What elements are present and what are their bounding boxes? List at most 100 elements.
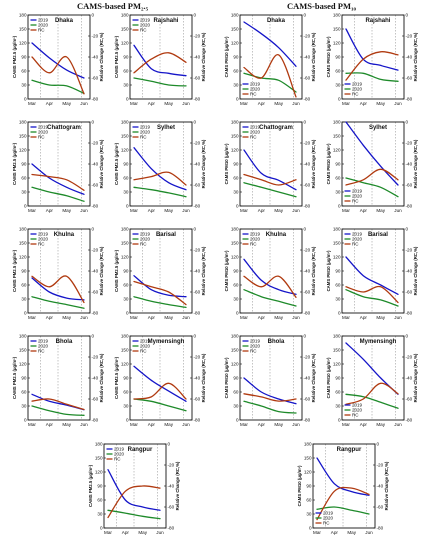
y2-axis-label: Relative Change (RC,%) — [311, 353, 316, 402]
right-tick-label: 0 — [194, 227, 197, 232]
right-tick-label: -80 — [406, 311, 413, 316]
series-line-2020 — [31, 79, 85, 95]
right-tick-label: -20 — [304, 355, 311, 360]
right-tick-label: 0 — [304, 120, 307, 125]
left-tick-label: 60 — [21, 283, 27, 288]
right-tick-label: -20 — [92, 141, 99, 146]
right-tick-label: -80 — [92, 204, 99, 209]
right-tick-label: -80 — [92, 311, 99, 316]
y2-axis-label: Relative Change (RC,%) — [201, 139, 206, 188]
left-tick-label: 60 — [21, 176, 27, 181]
right-tick-label: -80 — [168, 526, 175, 531]
legend-label-2019: 2019 — [250, 232, 261, 237]
left-tick-label: 0 — [100, 526, 103, 531]
left-tick-label: 60 — [123, 176, 129, 181]
x-tick-label: Jun — [292, 208, 300, 213]
right-tick-label: -80 — [406, 204, 413, 209]
left-tick-label: 90 — [335, 162, 341, 167]
y-axis-label: CAMS PM2.5 (μg/m³) — [114, 356, 119, 399]
left-tick-label: 30 — [335, 83, 341, 88]
legend-label-2020: 2020 — [250, 130, 261, 135]
series-line-2020 — [31, 186, 85, 202]
x-tick-label: May — [376, 208, 385, 213]
right-tick-label: -20 — [304, 141, 311, 146]
right-tick-label: 0 — [304, 13, 307, 18]
right-tick-label: 0 — [406, 13, 409, 18]
y2-axis-label: Relative Change (RC,%) — [413, 139, 418, 188]
x-tick-label: May — [138, 530, 147, 535]
legend-label-rc: RC — [140, 242, 147, 247]
series-line-2019 — [133, 275, 187, 298]
legend-label-2019: 2019 — [140, 18, 151, 23]
left-tick-label: 90 — [21, 269, 27, 274]
legend-label-2020: 2020 — [250, 344, 261, 349]
left-tick-label: 0 — [236, 418, 239, 423]
right-tick-label: 0 — [168, 442, 171, 447]
series-line-2019 — [133, 365, 187, 402]
left-tick-label: 0 — [338, 97, 341, 102]
legend-label-2020: 2020 — [140, 344, 151, 349]
left-tick-label: 180 — [333, 13, 341, 18]
left-tick-label: 150 — [231, 348, 239, 353]
left-tick-label: 180 — [121, 13, 129, 18]
legend-label-2019: 2019 — [140, 125, 151, 130]
legend-label-rc: RC — [38, 28, 45, 33]
x-tick-label: Jun — [182, 101, 190, 106]
right-tick-label: -20 — [194, 141, 201, 146]
series-line-rc — [243, 54, 297, 98]
left-tick-label: 120 — [333, 148, 341, 153]
right-tick-label: -40 — [406, 162, 413, 167]
x-tick-label: Mar — [240, 422, 248, 427]
x-tick-label: Mar — [28, 208, 36, 213]
right-tick-label: 0 — [92, 334, 95, 339]
right-tick-label: -20 — [377, 463, 384, 468]
left-tick-label: 120 — [304, 470, 312, 475]
legend-label-2020: 2020 — [114, 452, 125, 457]
legend-label-2019: 2019 — [114, 447, 125, 452]
right-tick-label: -20 — [92, 248, 99, 253]
legend-label-rc: RC — [38, 349, 45, 354]
legend-label-2019: 2019 — [250, 339, 261, 344]
right-tick-label: -60 — [194, 76, 201, 81]
right-tick-label: -20 — [406, 34, 413, 39]
panel-title: Mymensingh — [360, 339, 397, 345]
legend-label-2020: 2020 — [352, 408, 363, 413]
left-tick-label: 150 — [19, 134, 27, 139]
panel-title: Sylhet — [157, 125, 175, 131]
x-tick-label: Mar — [130, 422, 138, 427]
left-tick-label: 120 — [121, 255, 129, 260]
right-tick-label: -40 — [406, 269, 413, 274]
left-tick-label: 0 — [338, 311, 341, 316]
left-tick-label: 90 — [97, 484, 103, 489]
left-tick-label: 0 — [338, 418, 341, 423]
right-tick-label: -60 — [406, 290, 413, 295]
left-tick-label: 30 — [97, 512, 103, 517]
left-tick-label: 30 — [123, 404, 129, 409]
x-tick-label: May — [164, 315, 173, 320]
x-tick-label: Mar — [313, 530, 321, 535]
x-tick-label: Apr — [258, 101, 266, 106]
right-tick-label: -80 — [194, 204, 201, 209]
legend-label-2019: 2019 — [38, 125, 49, 130]
right-tick-label: -80 — [194, 418, 201, 423]
right-tick-label: -60 — [406, 183, 413, 188]
left-tick-label: 30 — [233, 404, 239, 409]
right-tick-label: -60 — [377, 505, 384, 510]
left-tick-label: 150 — [333, 348, 341, 353]
left-tick-label: 90 — [335, 269, 341, 274]
left-tick-label: 180 — [231, 120, 239, 125]
left-tick-label: 60 — [97, 498, 103, 503]
x-tick-label: Apr — [148, 315, 156, 320]
panel-title: Rangpur — [128, 447, 153, 453]
panel-title: Rajshahi — [153, 18, 178, 24]
right-tick-label: -80 — [406, 418, 413, 423]
left-tick-label: 180 — [333, 227, 341, 232]
left-tick-label: 90 — [123, 162, 129, 167]
legend-label-rc: RC — [352, 413, 359, 418]
